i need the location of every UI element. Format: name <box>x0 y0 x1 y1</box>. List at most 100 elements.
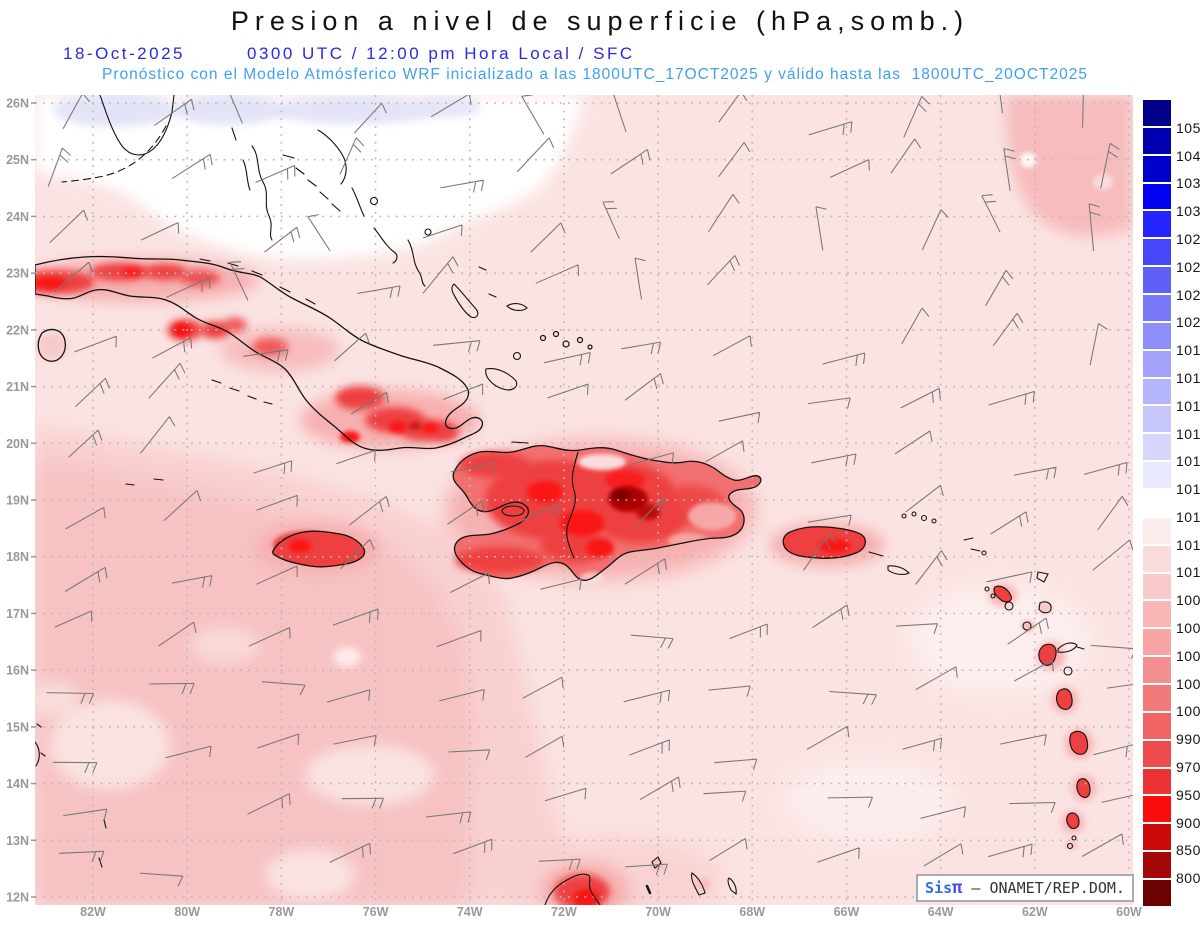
turks-caicos-islands <box>539 330 593 350</box>
colorbar-tick-label: 1004 <box>1176 647 1200 664</box>
svg-text:60W: 60W <box>1116 905 1142 919</box>
colorbar-block <box>1143 517 1171 546</box>
colorbar-tick-label: 800 <box>1176 870 1200 887</box>
colorbar-tick-label: 1040 <box>1176 147 1200 164</box>
colorbar-block <box>1143 880 1171 906</box>
svg-text:12N: 12N <box>6 890 29 904</box>
colorbar-block <box>1143 462 1171 491</box>
svg-text:64W: 64W <box>928 905 954 919</box>
colorbar-tick-label: 1015 <box>1176 453 1200 470</box>
colorbar-block <box>1143 852 1171 881</box>
colorbar-block <box>1143 127 1171 156</box>
svg-text:21N: 21N <box>6 380 29 394</box>
colorbar-tick-label: 850 <box>1176 842 1200 859</box>
puerto-rico-coastline <box>782 526 867 559</box>
colorbar-tick-label: 1017 <box>1176 397 1200 414</box>
wind-barbs <box>46 95 1133 887</box>
colorbar-block <box>1143 573 1171 602</box>
colorbar-block <box>1143 378 1171 407</box>
colorbar-block <box>1143 685 1171 713</box>
colorbar-block <box>1143 211 1171 240</box>
date-label: 18-Oct-2025 <box>63 44 185 63</box>
colorbar-block <box>1143 824 1171 853</box>
gonave-island <box>501 505 525 517</box>
svg-text:14N: 14N <box>6 777 29 791</box>
coastlines <box>35 95 1091 905</box>
pressure-shading <box>35 95 1133 905</box>
colorbar-tick-label: 1013 <box>1176 508 1200 525</box>
colorbar-block <box>1143 267 1171 296</box>
svg-text:80W: 80W <box>174 905 200 919</box>
colorbar <box>1143 100 1171 906</box>
colorbar-tick-label: 1030 <box>1176 203 1200 220</box>
svg-text:78W: 78W <box>269 905 295 919</box>
colorbar-tick-label: 1010 <box>1176 564 1200 581</box>
colorbar-block <box>1143 155 1171 184</box>
svg-text:16N: 16N <box>6 664 29 678</box>
colorbar-tick-label: 1035 <box>1176 175 1200 192</box>
colorbar-tick-label: 950 <box>1176 786 1200 803</box>
south-america-coast <box>544 856 737 905</box>
credit-org: ONAMET/REP.DOM. <box>989 879 1125 897</box>
datetime-line: 18-Oct-2025 0300 UTC / 12:00 pm Hora Loca… <box>63 44 635 64</box>
cuba-cays <box>199 258 529 444</box>
colorbar-block <box>1143 796 1171 825</box>
florida-keys <box>61 125 167 183</box>
svg-text:74W: 74W <box>457 905 483 919</box>
colorbar-block <box>1143 629 1171 658</box>
isla-juventud-coastline <box>37 328 66 362</box>
page-title: Presion a nivel de superficie (hPa,somb.… <box>230 6 970 36</box>
svg-text:26N: 26N <box>6 97 29 111</box>
colorbar-tick-label: 1050 <box>1176 119 1200 136</box>
western-islets <box>35 723 107 868</box>
svg-text:82W: 82W <box>80 905 106 919</box>
colorbar-block <box>1143 601 1171 630</box>
svg-text:62W: 62W <box>1022 905 1048 919</box>
colorbar-tick-label: 1022 <box>1176 286 1200 303</box>
svg-text:15N: 15N <box>6 720 29 734</box>
colorbar-tick-label: 900 <box>1176 814 1200 831</box>
colorbar-block <box>1143 350 1171 379</box>
forecast-line: Pronóstico con el Modelo Atmósferico WRF… <box>101 66 1088 83</box>
colorbar-tick-label: 970 <box>1176 759 1200 776</box>
svg-text:76W: 76W <box>363 905 389 919</box>
svg-text:66W: 66W <box>834 905 860 919</box>
colorbar-tick-label: 1006 <box>1176 620 1200 637</box>
cuba-coastline <box>35 255 484 451</box>
florida-coastline <box>99 95 175 156</box>
svg-text:22N: 22N <box>6 323 29 337</box>
longitude-axis-labels: 82W 80W 78W 76W 74W 72W 70W 68W 66W 64W 62W 60W <box>80 905 1142 919</box>
jamaica-coastline <box>272 530 366 568</box>
svg-text:19N: 19N <box>6 493 29 507</box>
colorbar-block <box>1143 100 1171 128</box>
colorbar-tick-label: 1008 <box>1176 592 1200 609</box>
pi-logo: π <box>952 878 963 898</box>
colorbar-block <box>1143 740 1171 769</box>
colorbar-tick-label: 1016 <box>1176 425 1200 442</box>
colorbar-tick-label: 1012 <box>1176 536 1200 553</box>
svg-text:72W: 72W <box>551 905 577 919</box>
colorbar-block <box>1143 712 1171 741</box>
cayman-islands <box>125 478 164 486</box>
colorbar-tick-label: 990 <box>1176 731 1200 748</box>
colorbar-tick-label: 1025 <box>1176 258 1200 275</box>
colorbar-block <box>1143 434 1171 463</box>
virgin-islands <box>868 511 937 575</box>
time-label: 0300 UTC / 12:00 pm Hora Local / SFC <box>247 44 635 63</box>
credit-box: Sis π – ONAMET/REP.DOM. <box>916 874 1134 902</box>
svg-text:24N: 24N <box>6 210 29 224</box>
colorbar-tick-label: 1028 <box>1176 230 1200 247</box>
svg-text:70W: 70W <box>645 905 671 919</box>
colorbar-block <box>1143 406 1171 435</box>
svg-text:25N: 25N <box>6 153 29 167</box>
colorbar-block <box>1143 545 1171 574</box>
colorbar-block <box>1143 183 1171 212</box>
colorbar-block <box>1143 657 1171 686</box>
credit-dash: – <box>971 879 981 897</box>
svg-text:13N: 13N <box>6 834 29 848</box>
svg-text:20N: 20N <box>6 437 29 451</box>
colorbar-tick-label: 1018 <box>1176 369 1200 386</box>
colorbar-block <box>1143 768 1171 797</box>
